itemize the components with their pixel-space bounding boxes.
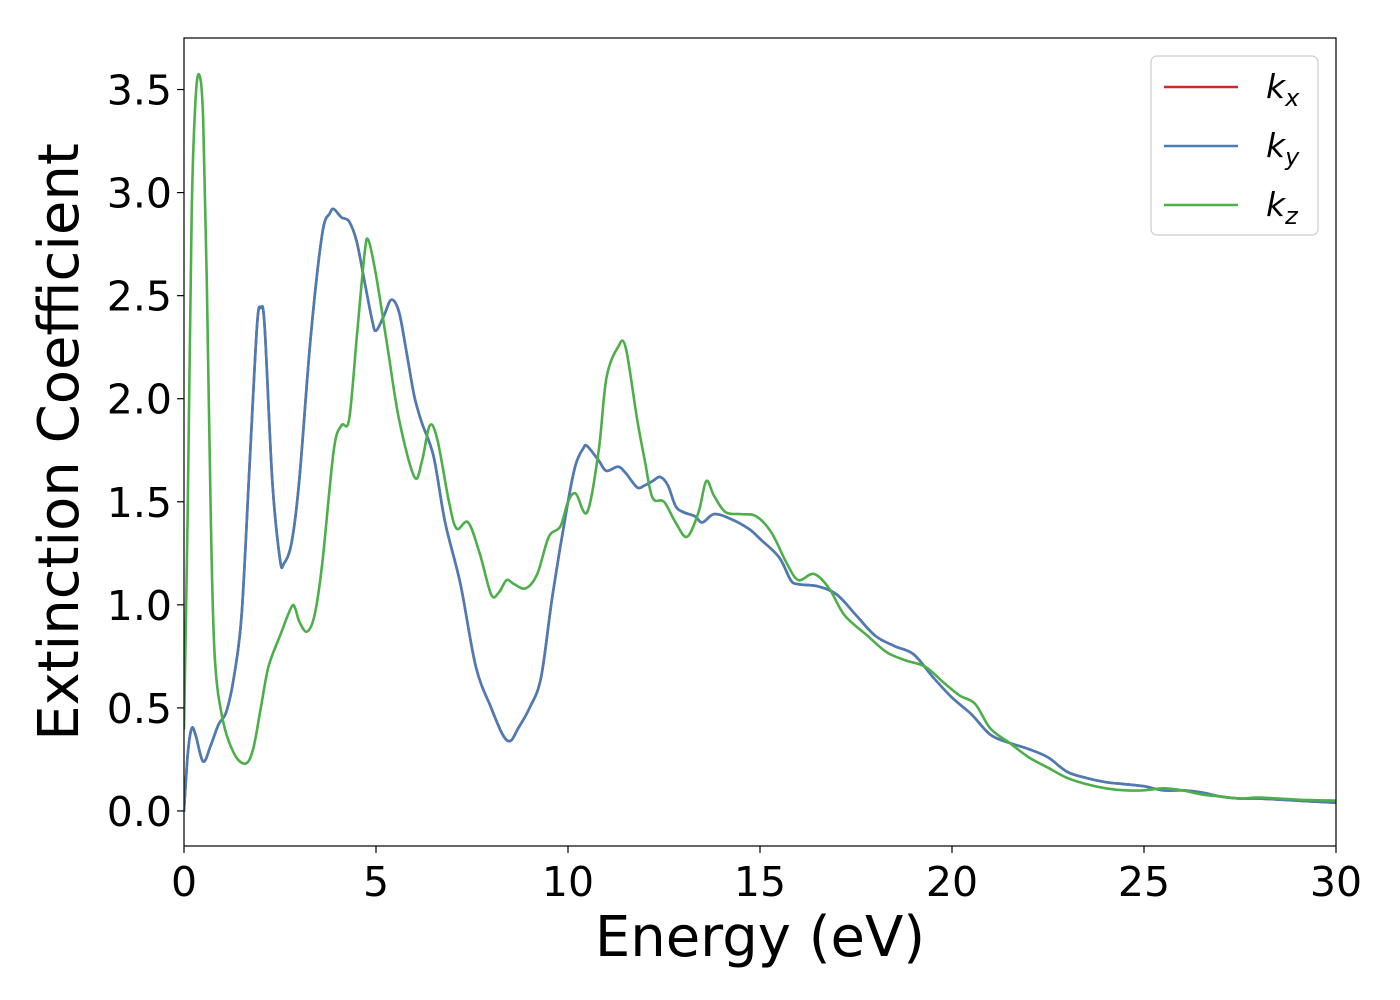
legend-label-ky: ky	[1266, 126, 1300, 171]
x-tick-label: 30	[1310, 858, 1362, 906]
y-tick-label: 2.5	[107, 273, 172, 321]
y-tick-label: 1.0	[107, 582, 172, 630]
x-axis-label: Energy (eV)	[595, 905, 925, 970]
y-tick-label: 3.0	[107, 170, 172, 218]
x-tick-label: 5	[363, 858, 389, 906]
y-tick-label: 0.5	[107, 685, 172, 733]
y-axis-label: Extinction Coefficient	[27, 143, 92, 741]
y-tick-label: 0.0	[107, 788, 172, 836]
series-layer	[184, 72, 1336, 813]
x-tick-label: 0	[171, 858, 197, 906]
y-tick-label: 2.0	[107, 376, 172, 424]
y-tick-label: 1.5	[107, 479, 172, 527]
legend-label-kx: kx	[1266, 67, 1300, 112]
plot-background	[184, 38, 1336, 846]
x-axis-ticks: 0 5 10 15 20 25 30	[171, 846, 1362, 906]
x-tick-label: 25	[1118, 858, 1170, 906]
x-tick-label: 15	[734, 858, 786, 906]
legend-label-kz: kz	[1266, 185, 1299, 230]
series-line-kz	[184, 72, 1336, 802]
x-tick-label: 10	[542, 858, 594, 906]
y-axis-ticks: 0.0 0.5 1.0 1.5 2.0 2.5 3.0 3.5	[107, 67, 184, 836]
y-tick-label: 3.5	[107, 67, 172, 115]
legend: kx ky kz	[1150, 55, 1319, 236]
x-tick-label: 20	[926, 858, 978, 906]
